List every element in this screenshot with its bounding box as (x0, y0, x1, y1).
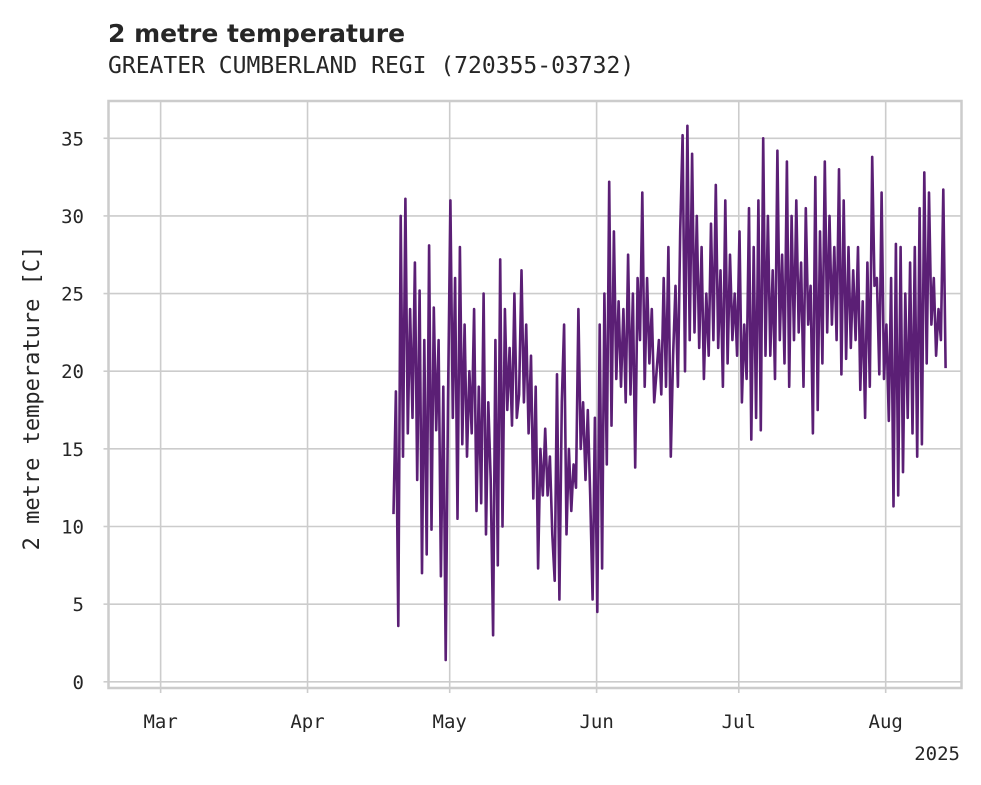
chart-title: 2 metre temperature (108, 19, 405, 48)
y-tick-label: 20 (61, 361, 84, 383)
x-axis-year-label: 2025 (914, 743, 960, 765)
plot-frame (107, 99, 963, 690)
y-tick-label: 25 (61, 284, 84, 306)
y-tick-label: 5 (73, 594, 84, 616)
x-tick-label: Aug (869, 711, 903, 733)
gridlines (108, 101, 962, 688)
series-line (392, 124, 947, 662)
y-axis-label: 2 metre temperature [C] (20, 246, 45, 551)
y-tick-label: 35 (61, 128, 84, 150)
chart-subtitle: GREATER CUMBERLAND REGI (720355-03732) (108, 53, 634, 79)
y-tick-label: 30 (61, 206, 84, 228)
y-tick-label: 10 (61, 516, 84, 538)
y-tick-label: 0 (73, 672, 84, 694)
x-tick-label: Jul (722, 711, 756, 733)
x-tick-label: Jun (579, 711, 613, 733)
x-tick-label: May (433, 711, 467, 733)
x-tick-label: Apr (290, 711, 324, 733)
x-tick-label: Mar (143, 711, 177, 733)
y-tick-label: 15 (61, 439, 84, 461)
